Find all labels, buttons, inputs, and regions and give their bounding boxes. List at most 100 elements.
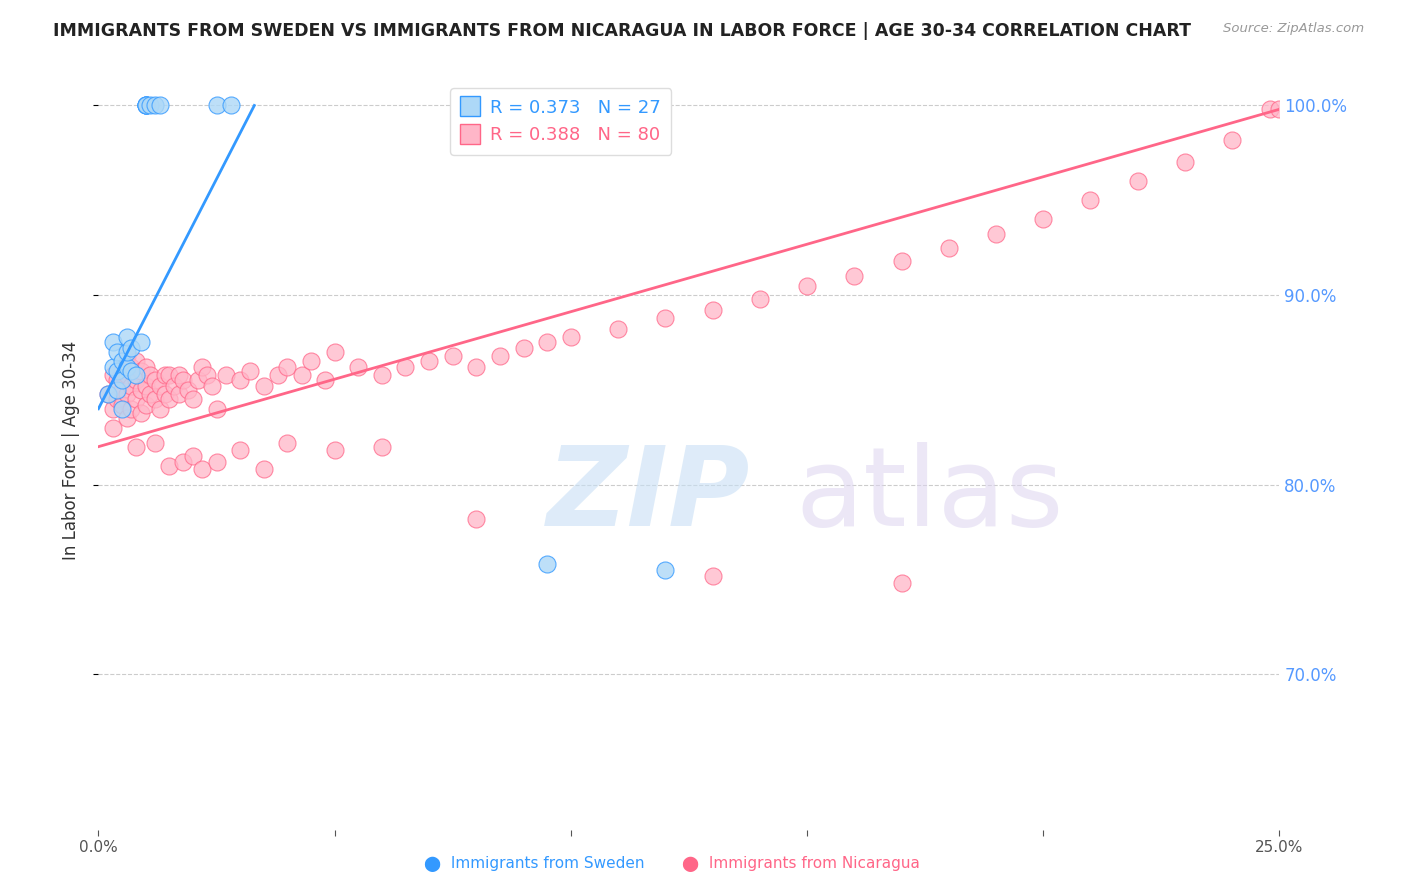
Point	[129, 335, 152, 350]
Point	[1126, 174, 1149, 188]
Point	[290, 368, 312, 382]
Point	[105, 344, 128, 359]
Y-axis label: In Labor Force | Age 30-34: In Labor Force | Age 30-34	[62, 341, 80, 560]
Point	[844, 269, 866, 284]
Point	[314, 373, 336, 387]
Point	[1268, 102, 1291, 116]
Point	[97, 386, 120, 401]
Point	[125, 392, 148, 407]
Point	[167, 386, 190, 401]
Point	[191, 359, 214, 375]
Point	[139, 368, 162, 382]
Text: atlas: atlas	[796, 442, 1064, 549]
Point	[702, 303, 724, 318]
Point	[205, 401, 228, 416]
Point	[143, 373, 166, 387]
Point	[607, 322, 630, 336]
Point	[135, 98, 157, 112]
Point	[153, 386, 176, 401]
Point	[135, 379, 157, 393]
Point	[890, 254, 912, 268]
Point	[125, 354, 148, 368]
Point	[172, 455, 194, 469]
Point	[111, 383, 134, 397]
Point	[135, 98, 157, 112]
Point	[105, 364, 128, 378]
Point	[101, 335, 124, 350]
Text: Source: ZipAtlas.com: Source: ZipAtlas.com	[1223, 22, 1364, 36]
Point	[143, 392, 166, 407]
Point	[441, 349, 464, 363]
Point	[143, 98, 166, 112]
Point	[139, 98, 162, 112]
Point	[276, 359, 298, 375]
Point	[229, 443, 252, 458]
Point	[984, 227, 1007, 242]
Point	[115, 411, 138, 425]
Point	[125, 440, 148, 454]
Point	[654, 563, 676, 577]
Point	[267, 368, 290, 382]
Point	[135, 359, 157, 375]
Point	[157, 458, 180, 473]
Point	[115, 359, 138, 375]
Point	[323, 344, 346, 359]
Point	[1080, 194, 1102, 208]
Point	[163, 379, 186, 393]
Point	[371, 368, 394, 382]
Point	[181, 392, 204, 407]
Point	[323, 443, 346, 458]
Point	[111, 373, 134, 387]
Point	[177, 383, 200, 397]
Text: IMMIGRANTS FROM SWEDEN VS IMMIGRANTS FROM NICARAGUA IN LABOR FORCE | AGE 30-34 C: IMMIGRANTS FROM SWEDEN VS IMMIGRANTS FRO…	[53, 22, 1191, 40]
Point	[489, 349, 512, 363]
Point	[418, 354, 440, 368]
Point	[205, 98, 228, 112]
Point	[115, 368, 138, 382]
Point	[536, 335, 558, 350]
Point	[115, 330, 138, 344]
Point	[702, 568, 724, 582]
Point	[1032, 212, 1054, 227]
Point	[201, 379, 224, 393]
Point	[195, 368, 218, 382]
Point	[187, 373, 209, 387]
Point	[115, 344, 138, 359]
Point	[536, 557, 558, 572]
Point	[1174, 155, 1197, 169]
Point	[111, 354, 134, 368]
Point	[157, 392, 180, 407]
Point	[276, 436, 298, 450]
Point	[890, 576, 912, 591]
Point	[371, 440, 394, 454]
Point	[347, 359, 370, 375]
Legend: R = 0.373   N = 27, R = 0.388   N = 80: R = 0.373 N = 27, R = 0.388 N = 80	[450, 88, 671, 154]
Point	[465, 359, 488, 375]
Point	[748, 292, 770, 306]
Point	[253, 462, 276, 476]
Point	[191, 462, 214, 476]
Point	[796, 278, 818, 293]
Point	[111, 401, 134, 416]
Point	[97, 386, 120, 401]
Point	[105, 383, 128, 397]
Point	[143, 436, 166, 450]
Point	[121, 359, 143, 375]
Point	[135, 98, 157, 112]
Point	[115, 386, 138, 401]
Point	[394, 359, 416, 375]
Point	[101, 401, 124, 416]
Point	[157, 368, 180, 382]
Point	[149, 401, 172, 416]
Point	[121, 379, 143, 393]
Point	[172, 373, 194, 387]
Point	[129, 364, 152, 378]
Point	[105, 373, 128, 387]
Point	[121, 401, 143, 416]
Point	[121, 341, 143, 355]
Point	[105, 392, 128, 407]
Point	[125, 373, 148, 387]
Point	[560, 330, 582, 344]
Point	[125, 368, 148, 382]
Point	[101, 359, 124, 375]
